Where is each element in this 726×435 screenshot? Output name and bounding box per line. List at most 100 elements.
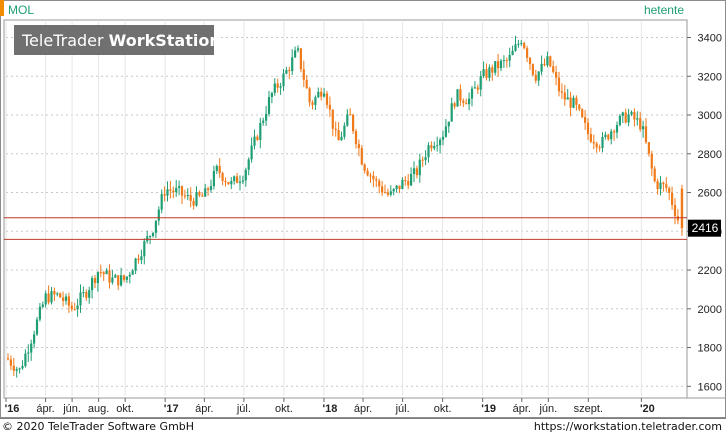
candle-body <box>183 195 186 197</box>
candle-body <box>450 103 453 122</box>
candle-body <box>453 103 456 107</box>
candle-body <box>154 220 157 233</box>
candle-body <box>241 180 244 182</box>
candle-body <box>436 145 439 147</box>
candle-body <box>662 182 665 185</box>
candle-body <box>680 188 684 229</box>
x-tick-label: ápr. <box>195 403 213 415</box>
candle-body <box>584 117 587 123</box>
candle-body <box>514 44 517 51</box>
candle-body <box>439 139 442 146</box>
candle-body <box>311 102 314 105</box>
candle-body <box>59 293 62 298</box>
candle-body <box>218 165 221 174</box>
y-tick-label: 3200 <box>698 71 722 83</box>
candle-body <box>534 74 537 81</box>
y-tick-label: 2000 <box>698 304 722 316</box>
candle-body <box>323 93 326 97</box>
candle-body <box>24 353 27 367</box>
candle-body <box>499 60 503 69</box>
candle-body <box>563 92 566 100</box>
candle-body <box>598 147 601 149</box>
candle-body <box>33 334 36 344</box>
candle-body <box>555 71 558 78</box>
candle-body <box>589 134 592 142</box>
candle-body <box>470 88 474 99</box>
candle-body <box>459 89 462 101</box>
candle-body <box>276 83 279 88</box>
candle-body <box>230 181 233 185</box>
candle-body <box>273 83 276 93</box>
candle-body <box>178 186 181 188</box>
candle-body <box>21 366 24 369</box>
candle-body <box>253 136 256 146</box>
source-url-link[interactable]: https://workstation.teletrader.com <box>533 420 722 433</box>
candle-body <box>294 50 297 58</box>
candle-body <box>482 69 485 77</box>
candle-body <box>581 109 584 118</box>
candle-body <box>444 126 447 137</box>
candle-body <box>189 194 192 201</box>
candle-body <box>372 175 375 180</box>
x-tick-label: ápr. <box>513 403 531 415</box>
svg-text:TeleTrader WorkStation: TeleTrader WorkStation <box>21 31 221 50</box>
candle-body <box>172 190 175 193</box>
candle-body <box>410 174 413 186</box>
candle-body <box>607 134 610 140</box>
candle-body <box>204 188 207 197</box>
candle-body <box>604 134 607 138</box>
candle-body <box>642 126 645 130</box>
candle-body <box>586 122 590 135</box>
candle-body <box>137 258 140 261</box>
candle-body <box>366 170 369 176</box>
candle-body <box>560 91 563 93</box>
candle-body <box>566 97 569 100</box>
candle-body <box>175 187 178 193</box>
candle-body <box>412 168 416 175</box>
copyright-text: © 2020 TeleTrader Software GmbH <box>2 420 195 433</box>
candle-body <box>473 87 476 89</box>
candle-body <box>215 165 218 171</box>
candle-body <box>424 157 427 161</box>
candle-body <box>317 91 320 98</box>
candle-body <box>99 272 102 274</box>
candle-body <box>340 136 343 141</box>
candle-body <box>650 153 653 169</box>
candle-body <box>207 188 210 191</box>
candle-body <box>557 77 561 92</box>
candle-body <box>462 100 465 103</box>
candle-body <box>369 175 372 177</box>
candle-body <box>149 236 152 238</box>
x-tick-label: '18 <box>322 403 337 415</box>
candle-body <box>639 118 642 130</box>
candle-body <box>578 104 581 110</box>
footer-divider <box>0 418 726 419</box>
candle-body <box>668 188 671 193</box>
candle-body <box>195 191 198 206</box>
price-chart: 1600180020002200240026002800300032003400… <box>0 0 726 418</box>
candle-body <box>427 145 430 158</box>
candle-body <box>447 121 450 127</box>
candle-body <box>96 272 99 283</box>
candle-body <box>575 97 578 105</box>
period-label[interactable]: hetente <box>644 3 684 17</box>
candle-body <box>621 112 624 116</box>
candle-body <box>615 125 619 133</box>
candle-body <box>673 205 677 217</box>
candle-body <box>337 130 340 141</box>
candle-body <box>134 258 137 271</box>
candle-body <box>415 168 418 176</box>
candle-body <box>105 270 108 275</box>
candle-body <box>146 236 149 242</box>
candle-body <box>238 181 242 183</box>
candle-body <box>392 189 395 192</box>
candle-body <box>27 352 30 354</box>
candle-body <box>320 91 323 97</box>
candle-body <box>227 182 230 185</box>
candle-body <box>595 143 598 148</box>
candle-body <box>262 120 265 123</box>
candle-body <box>401 180 404 190</box>
plot-area <box>3 19 688 399</box>
candle-body <box>53 291 56 295</box>
